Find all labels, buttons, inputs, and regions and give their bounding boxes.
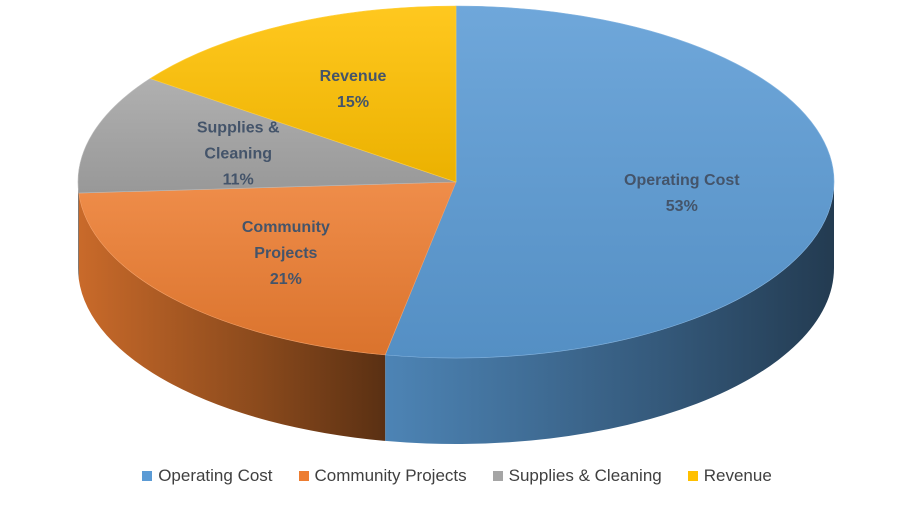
slice-revenue[interactable] <box>149 5 457 183</box>
legend-label: Revenue <box>703 466 772 485</box>
slice-labels: Operating Cost 53% Community Projects 21% Sup… <box>197 68 740 288</box>
legend-item-community-projects[interactable]: Community Projects <box>298 466 467 486</box>
data-label-operating-cost: Operating Cost 53% <box>624 172 740 215</box>
legend-item-supplies-cleaning[interactable]: Supplies & Cleaning <box>492 466 662 486</box>
pie-chart: Operating Cost 53% Community Projects 21% Sup… <box>77 5 835 444</box>
slice-community-projects[interactable] <box>78 181 457 356</box>
legend-label: Community Projects <box>314 466 467 485</box>
data-label-revenue: Revenue 15% <box>320 68 387 111</box>
slice-operating-cost[interactable] <box>384 5 835 359</box>
pie-tops <box>77 5 835 359</box>
legend-item-revenue[interactable]: Revenue <box>687 466 772 486</box>
legend-label: Operating Cost <box>158 466 273 485</box>
pie-sides <box>78 182 834 444</box>
legend-swatch <box>142 471 153 481</box>
legend-swatch <box>492 471 503 481</box>
slice-side-operating-cost <box>385 182 834 444</box>
legend-swatch <box>687 471 698 481</box>
legend-label: Supplies & Cleaning <box>508 466 662 485</box>
data-label-supplies-cleaning: Supplies & Cleaning 11% <box>197 120 280 189</box>
legend-swatch <box>298 471 309 481</box>
legend: Operating Cost Community Projects Suppli… <box>0 466 914 486</box>
slice-side-community-projects <box>78 193 386 441</box>
legend-item-operating-cost[interactable]: Operating Cost <box>142 466 273 486</box>
slice-supplies-cleaning[interactable] <box>77 78 457 194</box>
slice-side-supplies-cleaning <box>78 182 79 280</box>
data-label-community-projects: Community Projects 21% <box>242 219 330 288</box>
